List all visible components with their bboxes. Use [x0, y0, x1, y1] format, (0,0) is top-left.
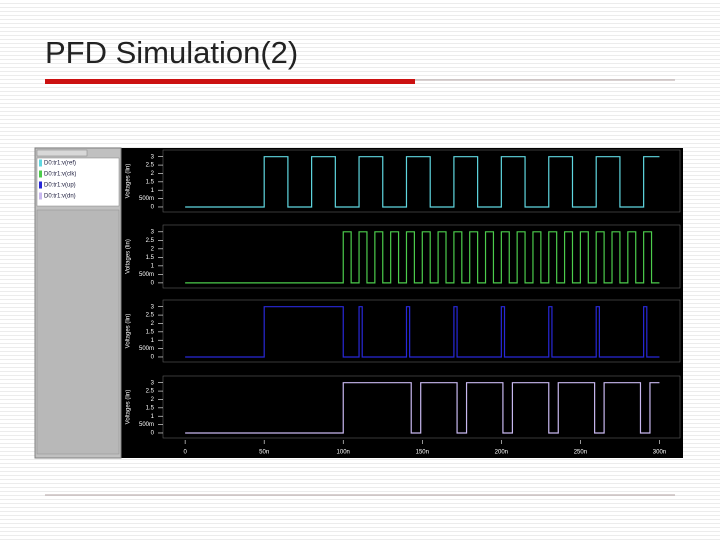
slide-title: PFD Simulation(2)	[45, 35, 298, 70]
y-tick-label: 1.5	[146, 179, 155, 185]
y-tick-label: 1	[151, 263, 155, 269]
y-tick-label: 3	[151, 304, 155, 310]
y-tick-label: 3	[151, 229, 155, 235]
legend-box	[36, 157, 120, 207]
legend-label: D0:tr1:v(up)	[44, 183, 76, 189]
y-tick-label: 500m	[139, 422, 154, 428]
waveform	[185, 306, 660, 358]
y-axis-label: Voltages (lin)	[126, 164, 132, 199]
y-tick-label: 500m	[139, 196, 154, 202]
y-tick-label: 1	[151, 414, 155, 420]
y-tick-label: 2.5	[146, 238, 155, 244]
x-tick-label: 200n	[495, 450, 508, 456]
x-tick-label: 100n	[337, 450, 350, 456]
y-tick-label: 3	[151, 380, 155, 386]
legend-swatch	[39, 159, 42, 167]
legend-swatch	[39, 170, 42, 178]
y-tick-label: 1	[151, 188, 155, 194]
y-tick-label: 0	[151, 431, 155, 437]
legend-label: D0:tr1:v(dn)	[44, 194, 76, 200]
y-tick-label: 0	[151, 355, 155, 361]
waveform	[185, 156, 660, 208]
y-tick-label: 1.5	[146, 405, 155, 411]
waveform	[185, 382, 660, 434]
legend-label: D0:tr1:v(clk)	[44, 172, 76, 178]
x-tick-label: 150n	[416, 450, 429, 456]
y-axis-label: Voltages (lin)	[126, 239, 132, 274]
waveform	[185, 231, 660, 284]
y-axis-label: Voltages (lin)	[126, 314, 132, 349]
y-tick-label: 3	[151, 154, 155, 160]
y-tick-label: 2	[151, 171, 155, 177]
y-tick-label: 500m	[139, 346, 154, 352]
legend-swatch	[39, 181, 42, 189]
y-tick-label: 2	[151, 246, 155, 252]
plot-frame	[162, 375, 681, 439]
legend-label: D0:tr1:v(ref)	[44, 161, 76, 167]
y-tick-label: 1.5	[146, 255, 155, 261]
y-tick-label: 2.5	[146, 313, 155, 319]
x-tick-label: 300n	[653, 450, 666, 456]
y-axis-label: Voltages (lin)	[126, 390, 132, 425]
title-bar	[45, 79, 415, 84]
x-tick-label: 0	[183, 450, 187, 456]
y-tick-label: 2	[151, 321, 155, 327]
y-tick-label: 500m	[139, 272, 154, 278]
plot-frame	[162, 224, 681, 289]
y-tick-label: 0	[151, 280, 155, 286]
y-tick-label: 2.5	[146, 163, 155, 169]
y-tick-label: 1.5	[146, 329, 155, 335]
plot-frame	[162, 149, 681, 213]
x-tick-label: 250n	[574, 450, 587, 456]
plot-frame	[162, 299, 681, 363]
y-tick-label: 2.5	[146, 389, 155, 395]
y-tick-label: 1	[151, 338, 155, 344]
y-tick-label: 0	[151, 205, 155, 211]
y-tick-label: 2	[151, 397, 155, 403]
x-tick-label: 50n	[259, 450, 269, 456]
panel-blank	[36, 209, 120, 455]
panel-header	[36, 149, 88, 157]
legend-swatch	[39, 192, 42, 200]
